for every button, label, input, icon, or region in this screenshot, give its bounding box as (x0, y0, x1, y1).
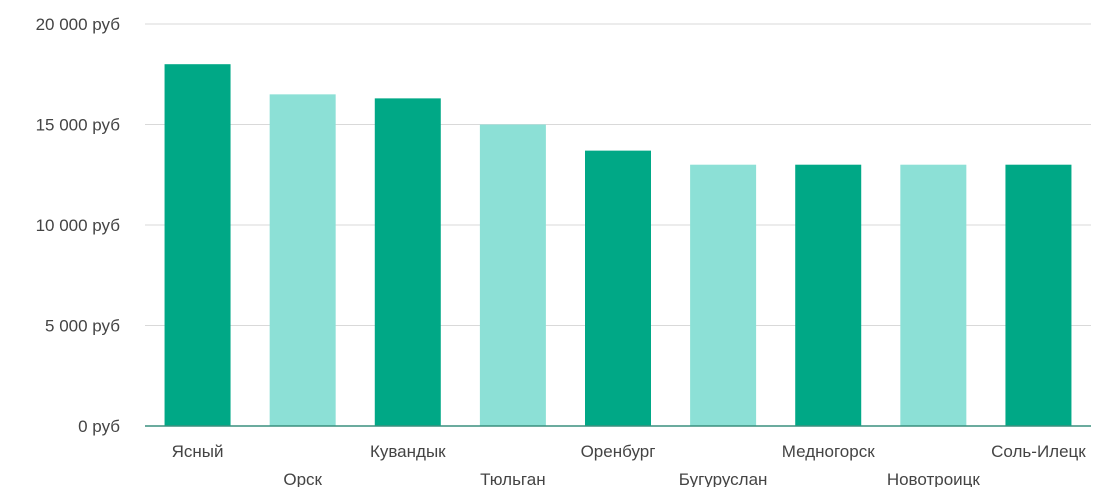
y-tick-label: 15 000 руб (36, 116, 121, 135)
bar (164, 64, 231, 426)
x-tick-label: Новотроицк (887, 470, 981, 487)
x-tick-label: Бугуруслан (679, 470, 768, 487)
x-tick-label: Соль-Илецк (991, 442, 1086, 461)
x-tick-label: Медногорск (782, 442, 875, 461)
bar (690, 164, 757, 426)
bar (1005, 164, 1072, 426)
y-tick-label: 10 000 руб (36, 216, 121, 235)
x-tick-label: Ясный (172, 442, 224, 461)
y-tick-label: 5 000 руб (45, 317, 120, 336)
bar (900, 164, 967, 426)
x-tick-label: Орск (283, 470, 322, 487)
y-tick-label: 20 000 руб (36, 15, 121, 34)
bar (585, 150, 651, 426)
x-tick-label: Кувандык (370, 442, 446, 461)
bar (479, 124, 546, 426)
x-axis-tick-labels: Ясный Орск Кувандык Тюльган Оренбург Бугурусл… (172, 442, 1087, 489)
bars (164, 64, 1072, 427)
x-tick-label: Оренбург (581, 442, 656, 461)
y-axis-tick-labels: 0 руб 5 000 руб 10 000 руб 15 000 руб 20 000… (36, 15, 121, 436)
bar (269, 94, 336, 426)
y-tick-label: 0 руб (78, 417, 120, 436)
bar (795, 164, 862, 426)
x-tick-label: Тюльган (480, 470, 545, 487)
bar (374, 98, 441, 427)
